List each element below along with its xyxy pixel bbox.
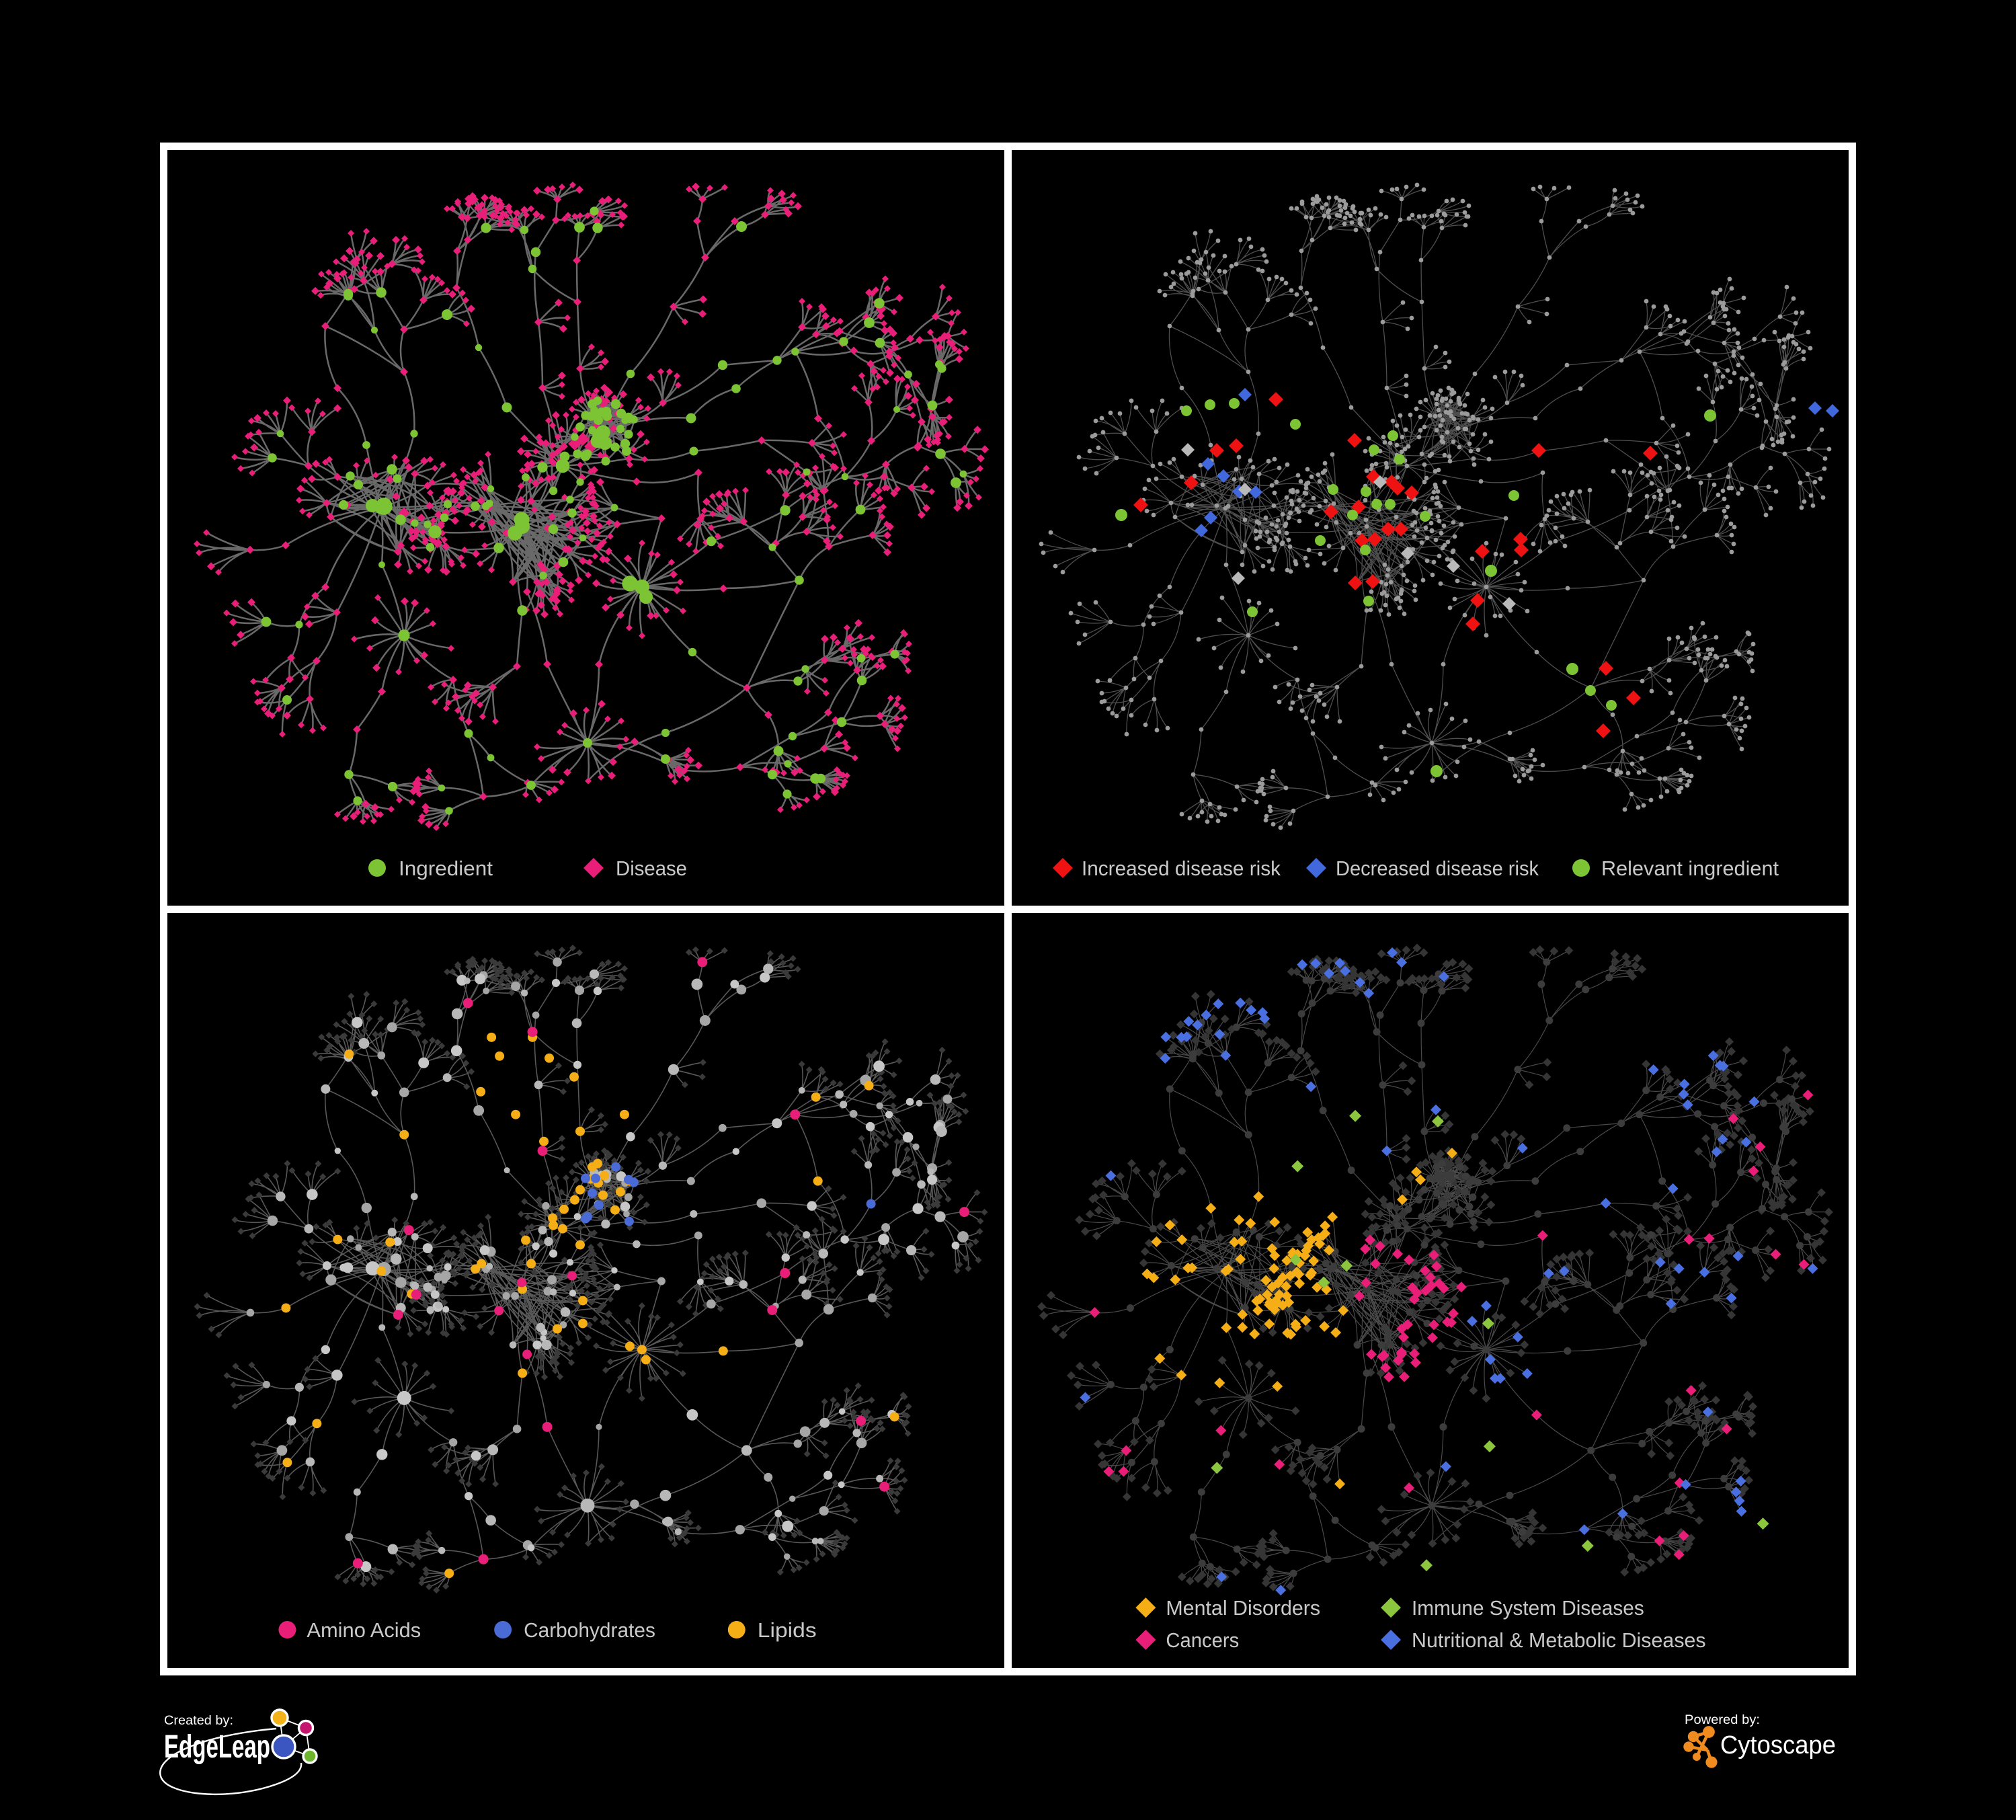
svg-text:Powered by:: Powered by: [1685,1713,1760,1727]
svg-text:Disease: Disease [616,857,687,880]
svg-text:Cytoscape: Cytoscape [1720,1731,1836,1759]
svg-text:EdgeLeap: EdgeLeap [164,1729,270,1765]
svg-text:Mental Disorders: Mental Disorders [1166,1596,1320,1620]
svg-text:Amino Acids: Amino Acids [307,1618,421,1642]
svg-text:Cancers: Cancers [1166,1628,1239,1652]
svg-text:Decreased disease risk: Decreased disease risk [1336,857,1539,880]
svg-text:Increased disease risk: Increased disease risk [1082,857,1281,880]
svg-text:Nutritional & Metabolic Diseas: Nutritional & Metabolic Diseases [1412,1628,1706,1652]
svg-text:Ingredient: Ingredient [399,857,493,880]
svg-text:Created by:: Created by: [164,1714,233,1728]
svg-text:Lipids: Lipids [758,1618,817,1642]
svg-text:Carbohydrates: Carbohydrates [524,1618,655,1642]
svg-text:Immune System Diseases: Immune System Diseases [1412,1596,1644,1620]
svg-text:Relevant ingredient: Relevant ingredient [1601,857,1779,880]
